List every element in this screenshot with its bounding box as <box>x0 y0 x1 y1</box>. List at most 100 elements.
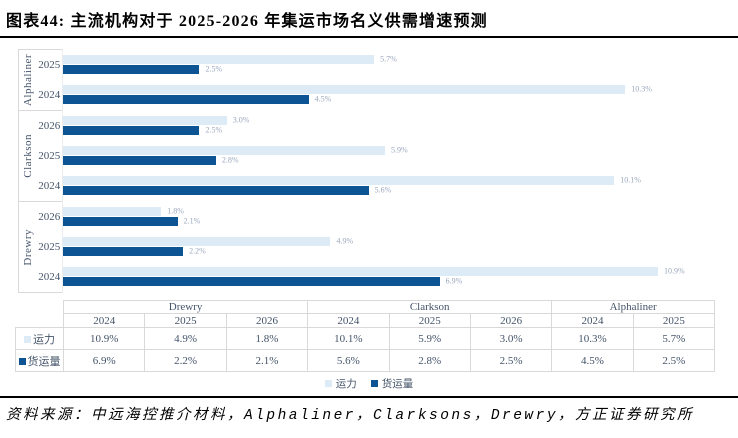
year-labels: 2025 2024 <box>37 50 62 110</box>
table-group-header: Drewry <box>62 300 309 314</box>
year-label: 2026 <box>38 211 61 223</box>
capacity-legend-square <box>24 336 31 344</box>
table-value-cell: 5.7% <box>632 327 716 350</box>
plot-area: 5.7% 2.5% 10.3% 4.5% <box>62 49 738 110</box>
chart-legend: 运力 货运量 <box>0 377 738 390</box>
plot-area: 1.8% 2.1% 4.9% 2.2% 10.9% 6.9% <box>62 201 738 293</box>
year-label: 2025 <box>38 150 61 162</box>
group-label: Alphaliner <box>19 50 37 110</box>
table-value-cell: 5.6% <box>307 349 390 372</box>
table-row-label-text: 货运量 <box>27 355 61 368</box>
year-label: 2025 <box>38 59 61 71</box>
chart-group: Drewry 2026 2025 2024 1.8% 2.1% 4.9% 2.2% 10.9% 6… <box>18 201 738 293</box>
bar-row: 10.9% 6.9% <box>63 261 718 291</box>
source-note: 资料来源：中远海控推介材料，Alphaliner，Clarksons，Drewr… <box>6 408 695 424</box>
table-year-header-row: 2024 2025 2026 2024 2025 2026 2024 2025 <box>16 313 716 328</box>
volume-bar: 2.5% <box>63 64 222 74</box>
chart-group: Alphaliner 2025 2024 5.7% 2.5% 10.3% 4.5% <box>18 49 738 110</box>
bar-value-label: 3.0% <box>232 115 250 125</box>
table-value-cell: 2.8% <box>388 349 471 372</box>
table-value-cell: 2.5% <box>632 349 716 372</box>
bar-value-label: 2.1% <box>183 216 201 226</box>
table-year-header: 2024 <box>62 313 146 328</box>
title-divider <box>0 36 738 38</box>
bar-value-label: 4.9% <box>336 236 354 246</box>
volume-bar: 6.9% <box>63 276 462 286</box>
bar-row: 1.8% 2.1% <box>63 201 718 231</box>
volume-legend-square <box>18 358 26 366</box>
axis-cell: Alphaliner 2025 2024 <box>18 49 62 110</box>
capacity-bar: 10.3% <box>63 84 652 94</box>
table-year-header: 2025 <box>144 313 227 328</box>
bar-row: 10.3% 4.5% <box>63 79 718 109</box>
data-table: Drewry Clarkson Alphaliner 2024 2025 2026 2024… <box>15 300 716 372</box>
table-group-header: Alphaliner <box>551 300 715 314</box>
table-value-cell: 4.5% <box>551 349 634 372</box>
table-value-cell: 6.9% <box>62 349 146 372</box>
table-value-cell: 2.2% <box>144 349 227 372</box>
table-corner-cell <box>16 314 64 328</box>
table-group-header: Clarkson <box>307 300 553 314</box>
bar-value-label: 2.5% <box>205 64 223 74</box>
capacity-bar: 3.0% <box>63 115 249 125</box>
capacity-bar: 5.7% <box>63 54 397 64</box>
year-label: 2024 <box>38 271 61 283</box>
table-value-cell: 1.8% <box>225 327 309 350</box>
capacity-bar: 1.8% <box>63 206 184 216</box>
bar-value-label: 6.9% <box>445 276 463 286</box>
group-label-text: Alphaliner <box>21 53 34 107</box>
bar-value-label: 4.5% <box>314 94 332 104</box>
capacity-bar: 5.9% <box>63 145 408 155</box>
year-labels: 2026 2025 2024 <box>37 111 62 201</box>
bar-row: 5.7% 2.5% <box>63 49 718 79</box>
group-label-text: Clarkson <box>21 134 34 178</box>
bar-value-label: 1.8% <box>167 206 184 216</box>
bar-value-label: 5.9% <box>391 145 408 155</box>
volume-bar: 2.2% <box>63 246 206 256</box>
year-label: 2024 <box>38 89 61 101</box>
table-value-cell: 3.0% <box>469 327 553 350</box>
table-value-cell: 4.9% <box>144 327 227 350</box>
bar-value-label: 5.6% <box>374 185 392 195</box>
bar-value-label: 2.2% <box>189 246 206 256</box>
bar-value-label: 10.1% <box>620 175 641 185</box>
table-year-header: 2025 <box>632 313 716 328</box>
source-divider <box>0 396 738 398</box>
table-group-header-row: Drewry Clarkson Alphaliner <box>16 300 715 314</box>
bar-row: 3.0% 2.5% <box>63 110 718 140</box>
table-value-cell: 5.9% <box>388 327 471 350</box>
volume-bar: 2.8% <box>63 155 239 165</box>
figure-title: 图表44: 主流机构对于 2025-2026 年集运市场名义供需增速预测 <box>6 13 488 30</box>
axis-cell: Drewry 2026 2025 2024 <box>18 201 62 293</box>
table-data-row: 货运量 6.9% 2.2% 2.1% 5.6% 2.8% 2.5% 4.5% 2.5% <box>15 349 716 372</box>
bar-value-label: 2.5% <box>205 125 223 135</box>
capacity-bar: 4.9% <box>63 236 353 246</box>
bar-value-label: 5.7% <box>380 54 397 64</box>
table-row-label: 货运量 <box>15 349 64 372</box>
capacity-legend-swatch <box>324 380 332 387</box>
table-value-cell: 2.5% <box>469 349 553 372</box>
table-year-header: 2025 <box>388 313 471 328</box>
grouped-bar-chart: Alphaliner 2025 2024 5.7% 2.5% 10.3% 4.5% Clark… <box>18 49 738 293</box>
table-value-cell: 2.1% <box>225 349 309 372</box>
capacity-bar: 10.9% <box>63 266 685 276</box>
legend-item-capacity: 运力 <box>324 376 357 391</box>
group-label: Clarkson <box>19 111 37 201</box>
bar-value-label: 10.3% <box>631 84 652 94</box>
table-year-header: 2026 <box>469 313 553 328</box>
plot-area: 3.0% 2.5% 5.9% 2.8% 10.1% 5.6% <box>62 110 738 201</box>
table-corner-cell <box>16 301 64 314</box>
table-year-header: 2026 <box>225 313 309 328</box>
table-value-cell: 10.1% <box>307 327 390 350</box>
group-label: Drewry <box>19 202 37 292</box>
chart-group: Clarkson 2026 2025 2024 3.0% 2.5% 5.9% 2.8% 10.1… <box>18 110 738 201</box>
year-label: 2026 <box>38 120 61 132</box>
bar-value-label: 10.9% <box>663 266 685 276</box>
bar-value-label: 2.8% <box>221 155 239 165</box>
table-value-cell: 10.9% <box>62 327 146 350</box>
legend-item-volume: 货运量 <box>370 376 414 391</box>
volume-legend-swatch <box>370 380 378 387</box>
bar-row: 4.9% 2.2% <box>63 231 718 261</box>
legend-label: 运力 <box>335 379 357 390</box>
legend-label: 货运量 <box>381 379 414 390</box>
